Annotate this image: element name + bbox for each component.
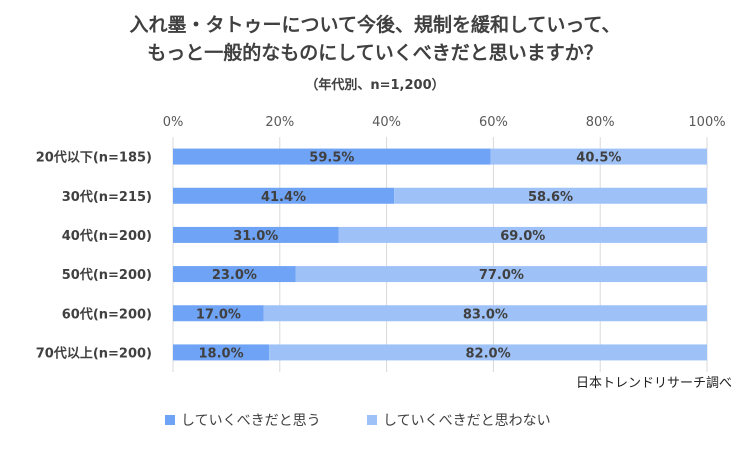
bar-segment	[173, 148, 491, 165]
category-label: 20代以下(n=185)	[36, 150, 152, 166]
category-label: 50代(n=200)	[62, 267, 152, 283]
category-label: 60代(n=200)	[62, 306, 152, 322]
x-tick-label: 100%	[688, 115, 725, 130]
x-tick-label: 60%	[479, 115, 508, 130]
data-label: 59.5%	[309, 151, 354, 166]
chart-subtitle: （年代別、n=1,200）	[305, 78, 445, 93]
data-label: 83.0%	[463, 307, 508, 322]
category-label: 30代(n=215)	[62, 189, 152, 205]
x-tick-label: 0%	[163, 115, 184, 130]
bar-segment	[269, 344, 707, 361]
data-label: 82.0%	[466, 346, 511, 361]
legend-swatch-agree	[165, 415, 175, 425]
data-label: 23.0%	[212, 268, 257, 283]
data-label: 40.5%	[576, 151, 621, 166]
bar-segment	[173, 226, 339, 243]
x-tick-label: 80%	[586, 115, 615, 130]
bar-segment	[263, 305, 707, 322]
source-note: 日本トレンドリサーチ調べ	[575, 376, 732, 391]
legend: していくべきだと思う していくべきだと思わない	[165, 410, 593, 430]
bar-segment	[490, 148, 707, 165]
chart-title-line-1: 入れ墨・タトゥーについて今後、規制を緩和していって、	[129, 14, 621, 36]
data-label: 77.0%	[479, 268, 524, 283]
category-label: 40代(n=200)	[62, 228, 152, 244]
data-label: 58.6%	[528, 190, 573, 205]
legend-item-agree: していくべきだと思う	[165, 410, 321, 430]
bar-segment	[394, 187, 707, 204]
data-label: 18.0%	[199, 346, 244, 361]
data-label: 41.4%	[261, 190, 306, 205]
legend-item-disagree: していくべきだと思わない	[367, 410, 551, 430]
bar-segment	[173, 344, 270, 361]
chart-title-line-2: もっと一般的なものにしていくべきだと思いますか？	[147, 42, 603, 64]
bar-segment	[295, 266, 707, 283]
data-label: 69.0%	[500, 229, 545, 244]
bar-segment	[173, 187, 395, 204]
data-label: 17.0%	[196, 307, 241, 322]
data-label: 31.0%	[233, 229, 278, 244]
category-label: 70代以上(n=200)	[36, 345, 152, 361]
legend-label-disagree: していくべきだと思わない	[383, 413, 551, 429]
x-tick-label: 20%	[265, 115, 294, 130]
legend-swatch-disagree	[367, 415, 378, 425]
bar-segment	[173, 266, 296, 283]
bar-segment	[338, 226, 707, 243]
x-tick-label: 40%	[372, 115, 401, 130]
legend-label-agree: していくべきだと思う	[181, 413, 321, 429]
bar-segment	[173, 305, 264, 322]
